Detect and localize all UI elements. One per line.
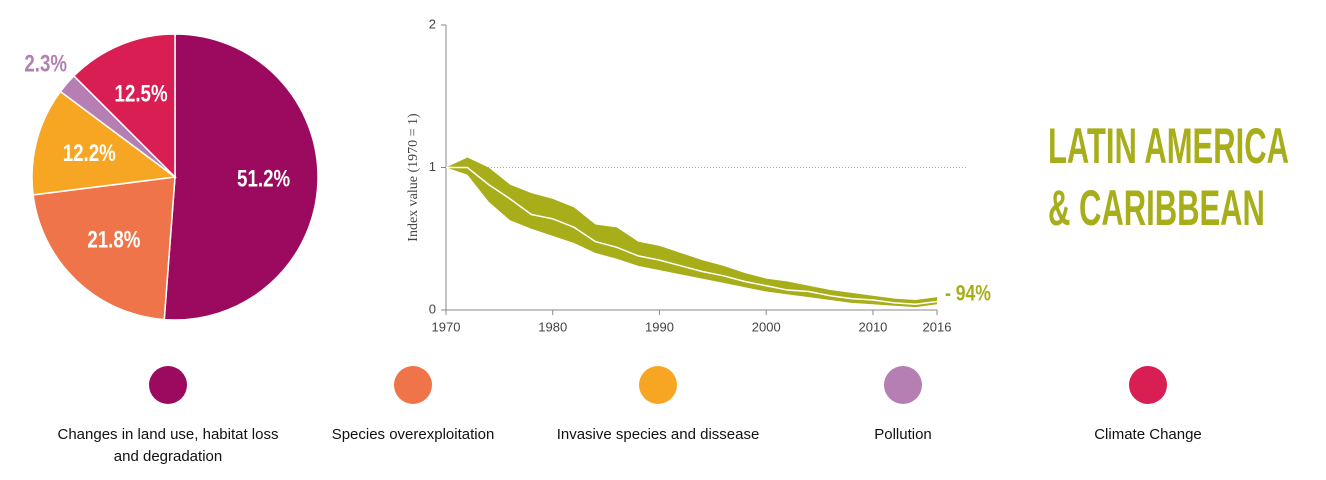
legend-label: Invasive species and dissease: [556, 426, 760, 443]
pie-slice: [163, 33, 319, 321]
x-tick-label: 2000: [752, 319, 781, 334]
pie-slice: [31, 90, 177, 196]
legend-marker: [394, 366, 432, 404]
index-line: [446, 166, 938, 306]
annotation: - 94%: [945, 281, 991, 305]
pie-slice: [72, 33, 176, 179]
y-axis-title: Index value (1970 = 1): [406, 113, 421, 242]
legend-label: Changes in land use, habitat loss and de…: [57, 426, 279, 465]
x-tick-label: 1980: [538, 319, 567, 334]
x-tick-label: 1970: [432, 319, 461, 334]
legend-marker: [639, 366, 677, 404]
slice-label: 2.3%: [24, 50, 67, 77]
legend-label: Pollution: [874, 426, 932, 443]
legend-marker: [149, 366, 187, 404]
slice-label: 12.2%: [63, 140, 116, 167]
pie-slice: [32, 176, 176, 321]
x-tick-label: 2016: [923, 319, 952, 334]
x-tick-label: 1990: [645, 319, 674, 334]
legend-label: Species overexploitation: [331, 426, 495, 443]
slice-label: 21.8%: [87, 226, 140, 253]
legend-marker: [884, 366, 922, 404]
heading: & CARIBBEAN: [1048, 180, 1265, 236]
legend-marker: [1129, 366, 1167, 404]
legend-label: Climate Change: [1094, 426, 1202, 443]
x-tick-label: 2010: [858, 319, 887, 334]
confidence-band: [446, 157, 937, 308]
y-tick-label: 0: [429, 301, 436, 316]
slice-label: 12.5%: [115, 80, 168, 107]
slice-label: 51.2%: [237, 165, 290, 192]
heading: LATIN AMERICA: [1048, 118, 1289, 174]
y-tick-label: 2: [429, 16, 436, 31]
y-tick-label: 1: [429, 159, 436, 174]
